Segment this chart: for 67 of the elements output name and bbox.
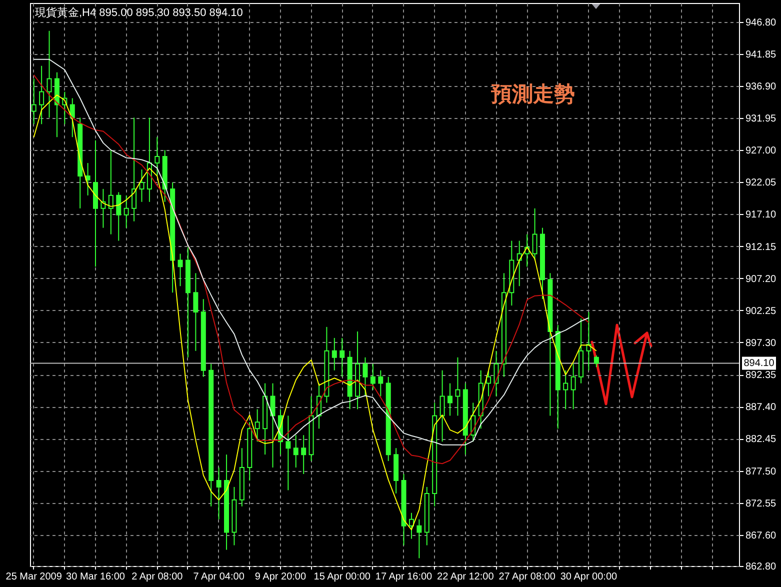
y-tick-label: 862.80 [746,562,777,572]
x-tick-label: 27 Apr 08:00 [498,572,556,582]
candlestick [378,370,384,397]
x-tick-label: 9 Apr 20:00 [254,572,306,582]
candlestick [132,117,137,222]
candlestick [440,370,445,442]
x-tick-label: 30 Mar 16:00 [66,572,126,582]
candlestick [178,253,183,287]
candlestick [448,382,453,416]
candlestick [31,78,36,125]
y-tick-label: 897.30 [746,338,777,349]
candlestick [332,337,337,371]
y-tick-label: 917.10 [746,210,777,221]
x-tick-label: 15 Apr 00:00 [314,572,371,582]
candlestick [532,208,538,261]
y-tick-label: 922.05 [746,178,777,189]
annotation: 預測走勢 [490,81,575,106]
y-tick-label: 941.85 [746,49,777,60]
candlestick [340,337,345,378]
y-tick-label: 892.35 [746,370,777,382]
y-tick-label: 936.90 [746,81,777,92]
y-tick-label: 867.60 [746,530,777,542]
x-tick-label: 7 Apr 04:00 [193,572,245,582]
candlestick [124,194,129,228]
x-tick-label: 25 Mar 2009 [6,572,62,582]
candlestick [39,65,44,125]
candlestick [139,169,144,202]
candlestick [46,30,52,118]
candlestick [193,272,198,352]
y-tick-label: 907.20 [746,274,777,285]
y-tick-label: 882.45 [746,434,777,446]
candlestick [286,415,291,491]
ref-line-label: 894.10 [744,358,775,370]
candlestick [370,363,376,390]
y-tick-label: 927.00 [746,146,777,157]
x-tick-label: 17 Apr 16:00 [375,572,433,582]
candlestick [108,150,114,235]
candlestick [455,356,460,416]
candlestick [270,382,276,468]
y-tick-label: 877.50 [746,466,777,478]
candlestick [494,350,499,397]
candlestick [570,363,576,410]
y-tick-label: 912.15 [746,242,777,253]
y-tick-label: 902.25 [746,306,777,317]
candlestick [362,356,368,397]
candlestick [216,467,222,520]
candlestick [293,434,298,468]
candlestick [408,512,414,540]
candlestick [100,188,106,228]
x-tick-label: 22 Apr 12:00 [437,572,494,582]
y-tick-label: 887.40 [746,402,777,414]
candlestick [301,434,306,474]
candlestick [254,408,260,442]
candlestick [85,162,90,196]
y-tick-label: 946.80 [746,17,777,28]
candlestick [116,192,122,242]
candlestick [486,370,492,397]
candlestick [154,136,160,176]
candlestick [594,354,599,368]
chart-title: 現貨黃金,H4 895.00 895.30 893.50 894.10 [35,6,243,19]
x-tick-label: 2 Apr 08:00 [132,572,184,582]
y-tick-label: 931.95 [746,113,777,124]
y-tick-label: 872.55 [746,498,777,510]
candlestick [416,518,422,559]
x-tick-label: 30 Apr 00:00 [560,572,618,582]
candlestick [563,370,568,410]
candlestick [70,98,75,138]
